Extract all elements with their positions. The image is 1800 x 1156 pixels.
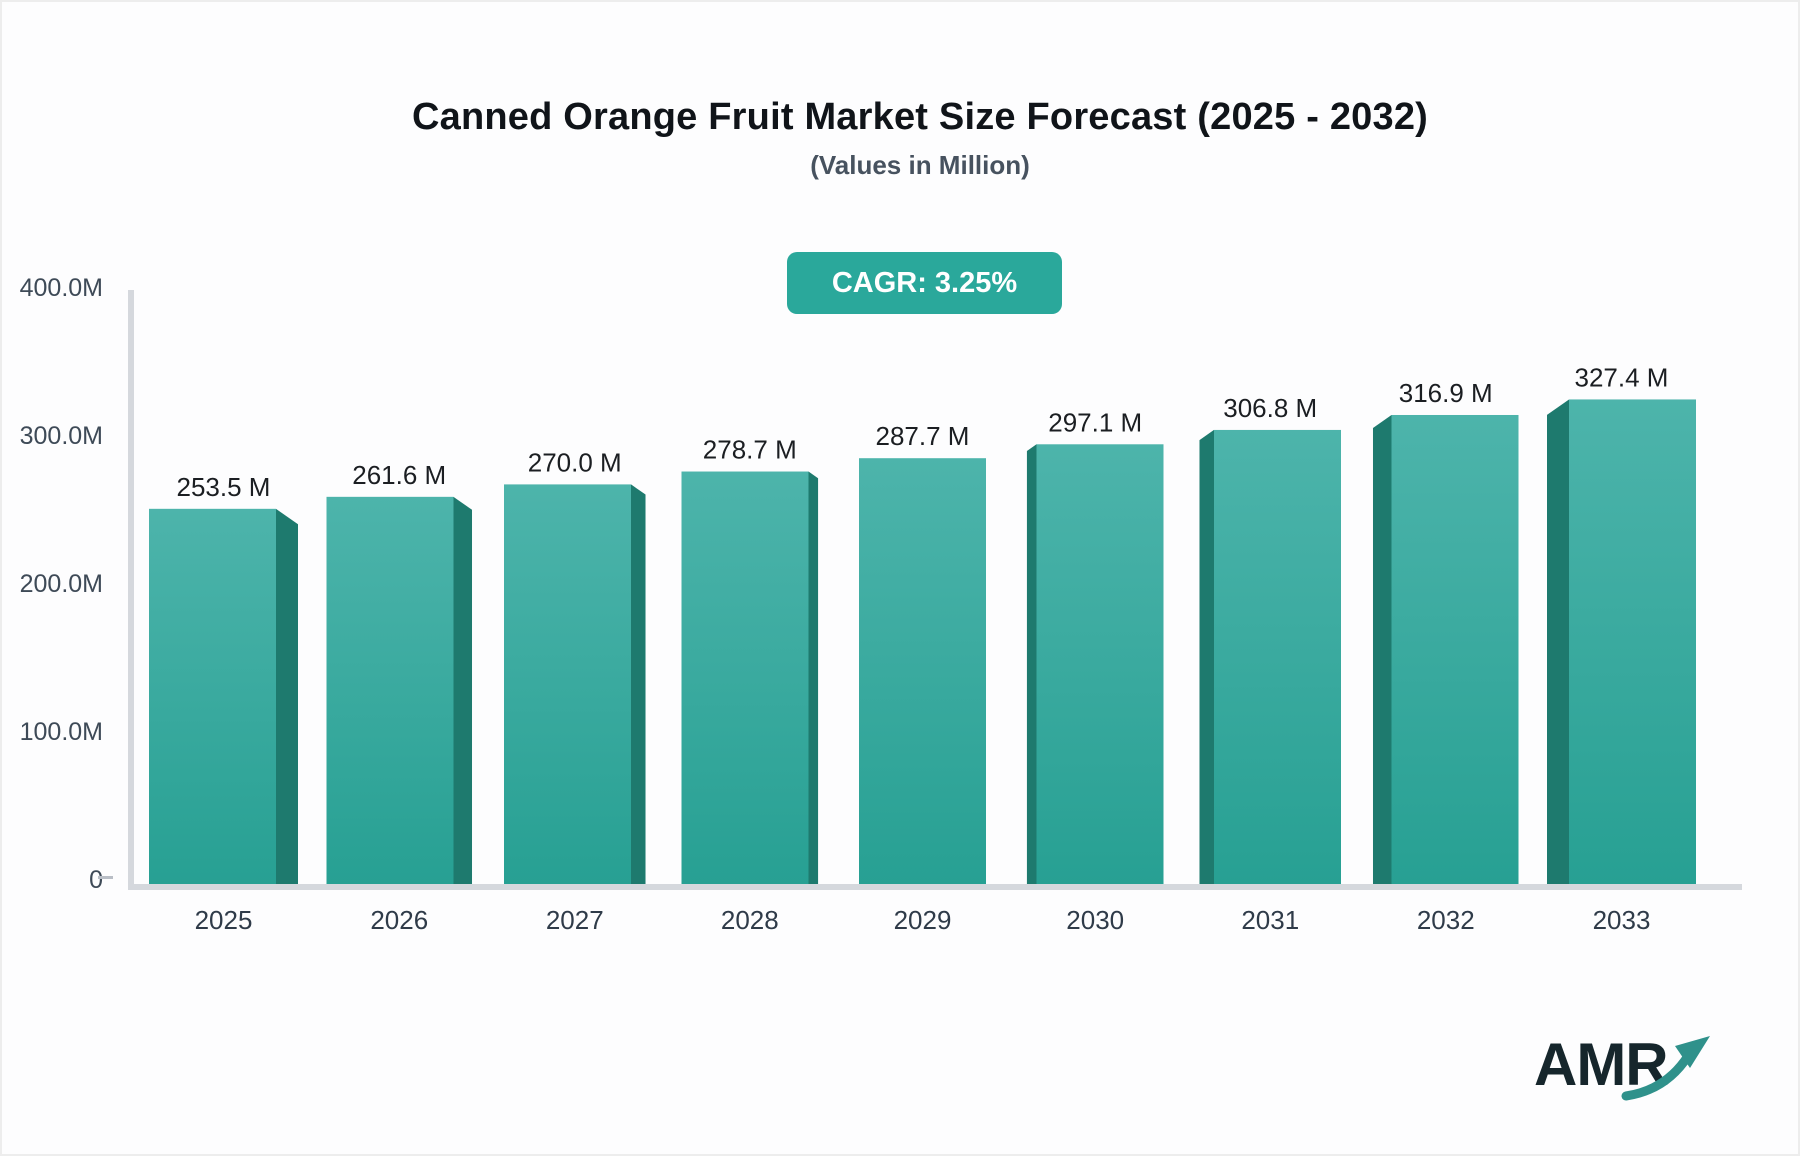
x-axis-line	[128, 884, 1742, 890]
bar-value-label: 287.7 M	[876, 421, 970, 451]
bar-face	[1214, 429, 1341, 884]
bar-face	[681, 471, 809, 884]
bar-value-label: 297.1 M	[1048, 407, 1142, 437]
y-axis-line	[128, 290, 134, 890]
bar-value-label: 253.5 M	[177, 472, 271, 502]
bar-value-label: 278.7 M	[703, 435, 797, 465]
y-axis-label-0: 0	[89, 866, 103, 894]
bar-group-2025: 253.5 M 2025	[149, 472, 298, 935]
x-axis-label-2028: 2028	[721, 905, 779, 935]
amr-logo-arrow-icon	[1621, 1036, 1710, 1101]
bar-value-label: 316.9 M	[1399, 378, 1493, 408]
bar-group-2033: 327.4 M 2033	[1547, 362, 1696, 935]
bar-side-panel	[453, 496, 473, 884]
x-axis-label-2027: 2027	[546, 905, 604, 935]
bar-side-panel	[1547, 399, 1569, 884]
chart-title: Canned Orange Fruit Market Size Forecast…	[411, 96, 1429, 138]
bar-group-2028: 278.7 M 2028	[681, 435, 819, 935]
bar-face	[326, 496, 454, 884]
chart-subtitle: (Values in Million)	[810, 150, 1030, 180]
x-axis-label-2031: 2031	[1241, 905, 1299, 935]
y-axis-label-200.0M: 200.0M	[20, 570, 103, 598]
y-axis-label-400.0M: 400.0M	[20, 274, 103, 302]
bar-side-panel	[631, 484, 646, 884]
bar-face	[149, 508, 276, 884]
y-axis-label-300.0M: 300.0M	[20, 422, 103, 450]
bar-value-label: 261.6 M	[352, 460, 446, 490]
cagr-badge: CAGR: 3.25%	[787, 252, 1062, 314]
bar-value-label: 327.4 M	[1575, 362, 1669, 392]
y-axis-label-100.0M: 100.0M	[20, 718, 103, 746]
bar-side-panel	[276, 508, 298, 884]
zero-tick-dash	[98, 876, 113, 879]
bar-face	[1036, 444, 1164, 884]
bar-face	[504, 484, 631, 884]
x-axis-label-2033: 2033	[1593, 905, 1651, 935]
bar-side-panel	[1199, 429, 1214, 884]
x-axis-label-2026: 2026	[370, 905, 428, 935]
bar-side-panel	[1372, 414, 1392, 884]
bar-value-label: 270.0 M	[528, 447, 622, 477]
bar-side-panel	[808, 471, 819, 884]
x-axis-label-2025: 2025	[195, 905, 253, 935]
bar-group-2030: 297.1 M 2030	[1026, 407, 1164, 935]
bar-face	[859, 458, 986, 884]
bar-value-label: 306.8 M	[1223, 393, 1317, 423]
amr-logo: AMR	[1534, 1030, 1714, 1110]
bar-side-panel	[1026, 444, 1037, 884]
x-axis-label-2029: 2029	[894, 905, 952, 935]
x-axis-label-2032: 2032	[1417, 905, 1475, 935]
bar-group-2029: 287.7 M 2029	[859, 421, 986, 935]
bar-face	[1391, 414, 1519, 884]
bar-group-2026: 261.6 M 2026	[326, 460, 473, 935]
bar-group-2027: 270.0 M 2027	[504, 447, 646, 935]
cagr-badge-label: CAGR: 3.25%	[831, 266, 1018, 299]
bar-group-2032: 316.9 M 2032	[1372, 378, 1519, 935]
bar-group-2031: 306.8 M 2031	[1199, 393, 1341, 935]
bar-face	[1569, 399, 1696, 884]
x-axis-label-2030: 2030	[1066, 905, 1124, 935]
